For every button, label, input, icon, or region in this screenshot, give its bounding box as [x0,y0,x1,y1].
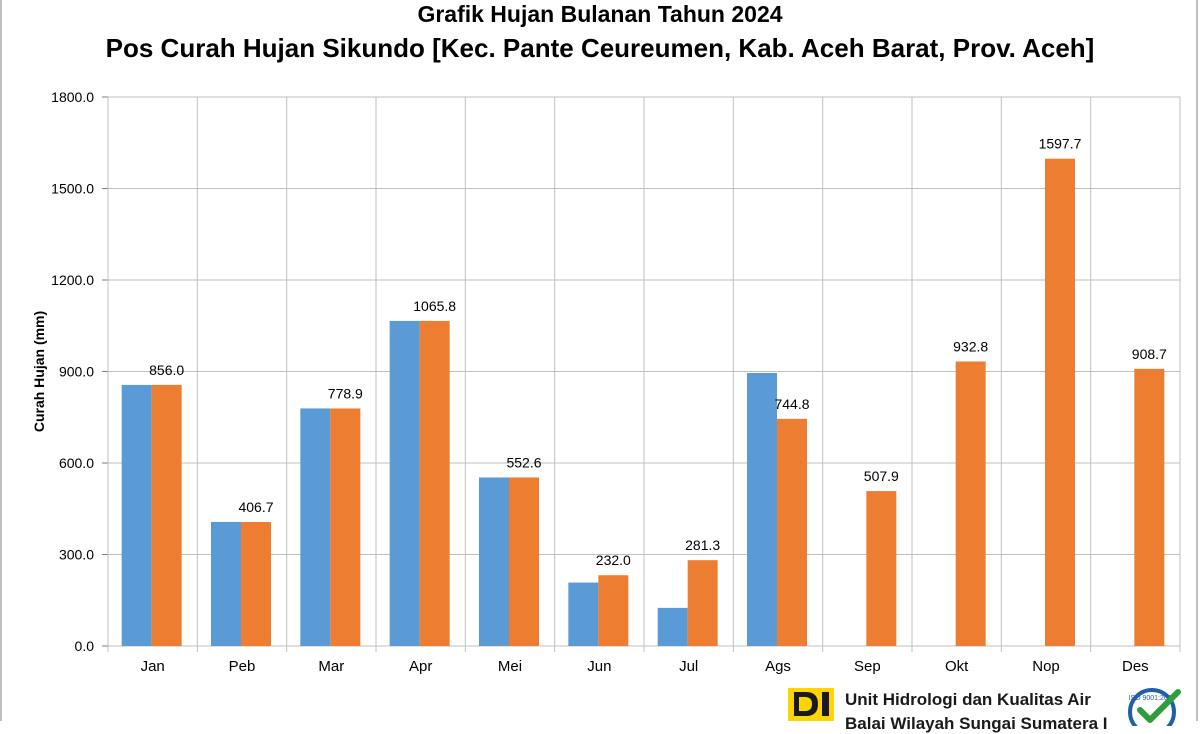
bar [777,418,807,646]
data-label: 232.0 [596,552,631,568]
bar [687,560,718,646]
bar [509,477,539,646]
x-tick-label: Sep [854,658,881,675]
y-tick-label: 0.0 [75,638,95,654]
x-tick-label: Apr [409,658,432,675]
bar [598,575,629,646]
data-label: 281.3 [685,537,720,553]
data-label: 507.9 [864,468,899,484]
bar [1045,158,1075,646]
data-label: 908.7 [1132,346,1167,362]
bar-chart: 0.0 300.0 600.0 900.0 1200.0 1500.0 1800.0 856.… [31,89,1181,675]
data-label: 552.6 [506,454,541,470]
y-tick-label: 600.0 [59,455,94,471]
bar [389,320,420,646]
bar [211,521,241,646]
bar [866,491,897,646]
bar [568,582,599,646]
x-tick-label: Mar [318,658,344,675]
bar [330,408,361,646]
x-tick-label: Des [1122,658,1149,675]
iso-certification-icon: ISO 9001:2008 [1128,688,1181,726]
y-tick-label: 1200.0 [51,272,94,288]
bar [241,521,271,646]
y-tick-label: 300.0 [59,547,94,563]
x-tick-label: Jul [679,658,698,675]
data-label: 1065.8 [413,298,456,314]
chart-title: Grafik Hujan Bulanan Tahun 2024 [417,1,783,27]
bar [151,384,182,646]
x-tick-label: Jun [587,658,611,675]
y-tick-label: 1500.0 [51,181,94,197]
bar [955,361,986,646]
iso-text: ISO 9001:2008 [1128,695,1175,702]
data-label: 406.7 [238,499,273,515]
x-tick-label: Okt [945,658,969,675]
bar [747,373,777,646]
bar [1134,368,1165,646]
bar [300,408,331,646]
org-name-line2: Balai Wilayah Sungai Sumatera I [845,714,1108,733]
x-tick-label: Jan [141,658,165,675]
chart-subtitle: Pos Curah Hujan Sikundo [Kec. Pante Ceur… [105,33,1095,63]
pu-logo-icon [788,688,834,721]
data-label: 1597.7 [1039,136,1082,152]
data-label: 932.8 [953,338,988,354]
bar [657,607,688,646]
y-tick-label: 1800.0 [51,89,94,105]
data-label: 856.0 [149,362,184,378]
x-tick-label: Nop [1032,658,1060,675]
data-label: 744.8 [774,396,809,412]
y-tick-label: 900.0 [59,364,94,380]
y-axis-label: Curah Hujan (mm) [31,311,47,432]
x-tick-label: Ags [765,658,791,675]
bar [121,384,152,646]
bar [479,477,509,646]
data-label: 778.9 [328,385,363,401]
x-tick-label: Mei [498,658,522,675]
org-name-line1: Unit Hidrologi dan Kualitas Air [845,690,1091,709]
x-tick-label: Peb [229,658,256,675]
bar [419,320,450,646]
